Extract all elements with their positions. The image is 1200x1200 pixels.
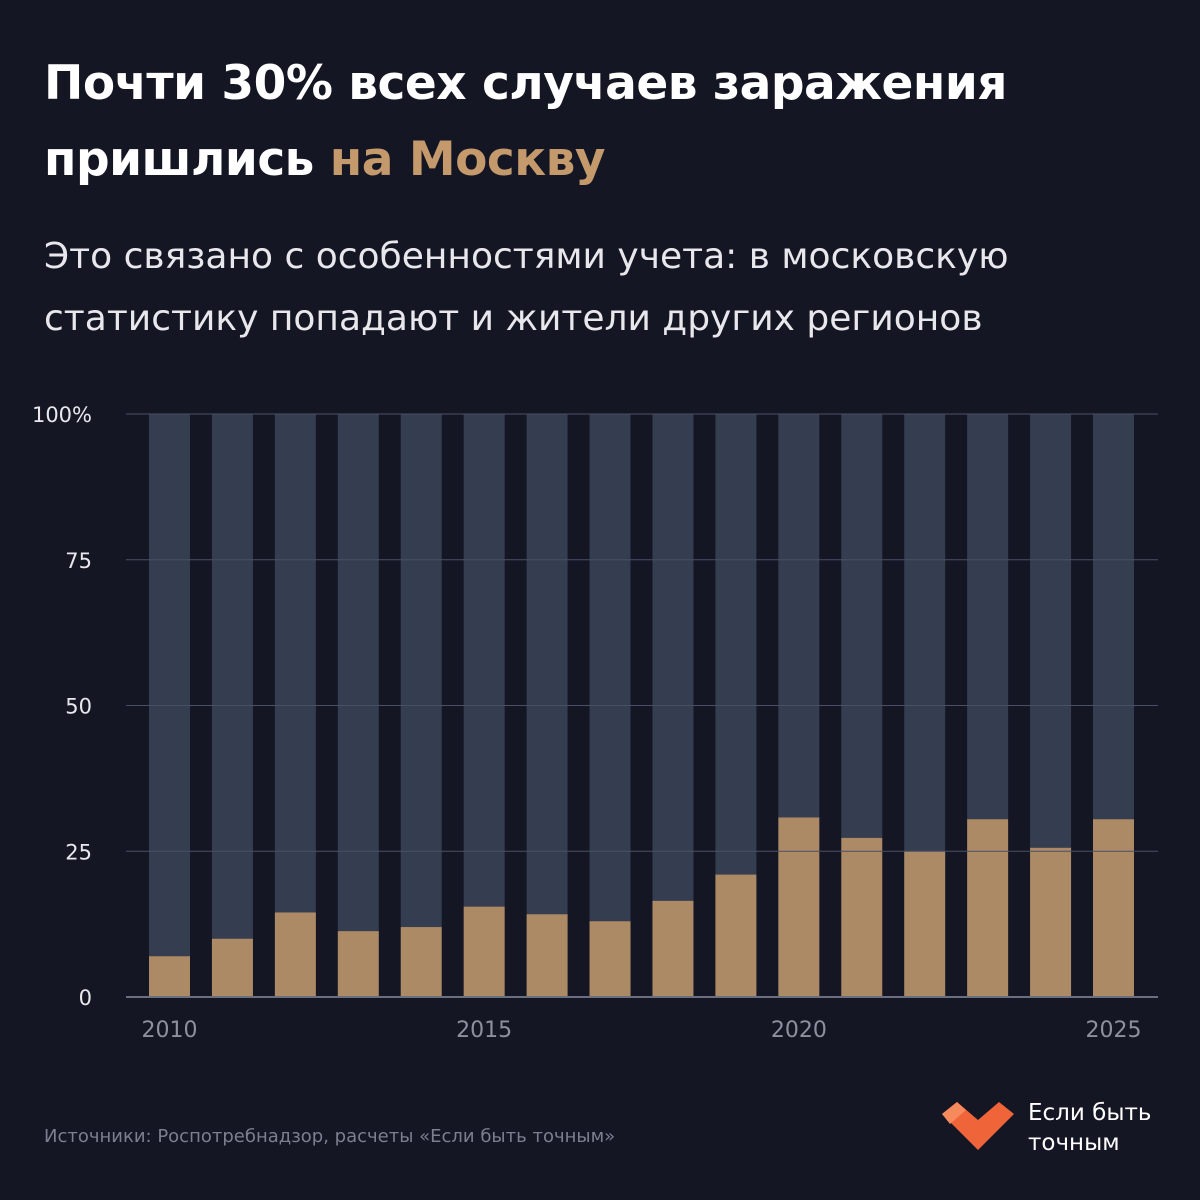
- bar-remainder-2014: [400, 414, 442, 928]
- bar-moscow-2021: [841, 837, 883, 997]
- bar-remainder-2019: [715, 414, 757, 875]
- y-tick-label-25: 25: [65, 840, 92, 864]
- title-accent: на Москву: [329, 132, 606, 187]
- bar-remainder-2025: [1093, 414, 1134, 820]
- brand-logo: Если быть точным: [940, 1098, 1151, 1158]
- bar-moscow-2011: [211, 938, 253, 997]
- bar-moscow-2023: [967, 819, 1009, 997]
- bar-moscow-2018: [652, 900, 694, 997]
- bar-moscow-2010: [149, 956, 190, 997]
- bar-moscow-2014: [400, 927, 442, 997]
- bar-moscow-2020: [778, 817, 820, 997]
- bar-remainder-2020: [778, 414, 820, 818]
- bar-remainder-2022: [904, 414, 946, 852]
- y-tick-label-75: 75: [65, 549, 92, 573]
- bar-remainder-2024: [1030, 414, 1072, 848]
- page-title: Почти 30% всех случаев заражения пришлис…: [44, 46, 1154, 198]
- bar-moscow-2013: [337, 931, 379, 997]
- bar-remainder-2023: [967, 414, 1009, 820]
- bar-moscow-2025: [1093, 819, 1134, 997]
- bar-remainder-2012: [274, 414, 316, 913]
- bar-remainder-2016: [526, 414, 568, 915]
- y-tick-label-100: 100%: [32, 403, 92, 427]
- logo-text: Если быть точным: [1028, 1098, 1151, 1158]
- bar-moscow-2022: [904, 851, 946, 997]
- logo-line-1: Если быть: [1028, 1100, 1152, 1126]
- x-tick-label-2025: 2025: [1086, 1018, 1142, 1043]
- bar-remainder-2017: [589, 414, 631, 922]
- bar-moscow-2015: [463, 906, 505, 997]
- x-tick-label-2015: 2015: [456, 1018, 512, 1043]
- x-tick-label-2010: 2010: [142, 1018, 198, 1043]
- bar-remainder-2015: [463, 414, 505, 907]
- heart-logo-icon: [942, 1102, 1014, 1150]
- bar-moscow-2012: [274, 912, 316, 997]
- bar-remainder-2010: [149, 414, 190, 957]
- bar-remainder-2011: [211, 414, 253, 939]
- title-main: Почти 30% всех случаев заражения пришлис…: [44, 56, 1007, 187]
- logo-line-2: точным: [1028, 1130, 1120, 1156]
- stacked-bar-chart: 0 25 50 75 100% 2010 2015 2020 2025: [32, 403, 1158, 1043]
- x-tick-label-2020: 2020: [771, 1018, 827, 1043]
- bar-moscow-2019: [715, 874, 757, 997]
- source-note: Источники: Роспотребнадзор, расчеты «Есл…: [44, 1126, 616, 1147]
- bar-remainder-2018: [652, 414, 694, 901]
- y-tick-label-50: 50: [65, 695, 92, 719]
- bar-moscow-2017: [589, 921, 631, 997]
- bar-moscow-2016: [526, 914, 568, 997]
- bar-remainder-2021: [841, 414, 883, 838]
- page-subtitle: Это связано с особенностями учета: в мос…: [44, 236, 1009, 339]
- bar-moscow-2024: [1030, 847, 1072, 997]
- y-tick-label-0: 0: [79, 986, 92, 1010]
- bar-remainder-2013: [337, 414, 379, 932]
